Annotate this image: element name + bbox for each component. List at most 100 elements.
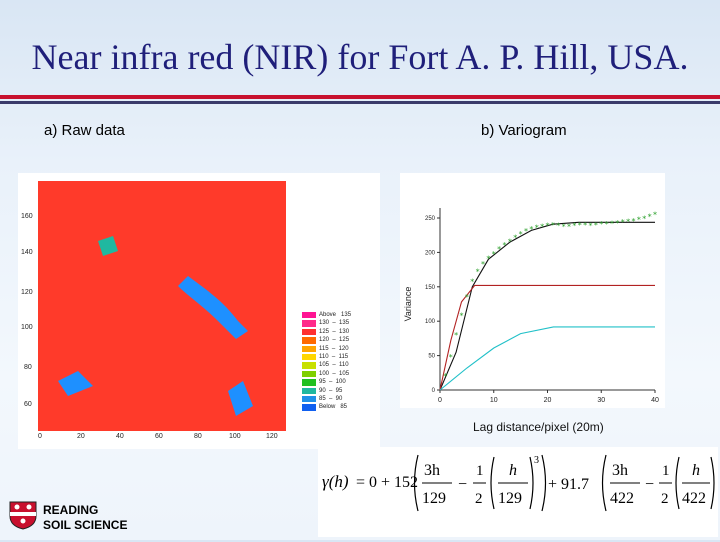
x-tick: 20 (77, 433, 85, 440)
y-axis-label: Variance (403, 287, 413, 322)
data-point: * (508, 237, 512, 246)
legend-row: 85 – 90 (300, 395, 376, 403)
data-point: * (567, 222, 571, 231)
legend-label: 120 – 125 (319, 337, 350, 344)
legend-swatch (302, 404, 316, 411)
y-tick-label: 100 (425, 319, 436, 325)
data-point: * (460, 312, 464, 321)
data-point: * (615, 219, 619, 228)
series-line (439, 221, 655, 391)
legend-swatch (302, 387, 316, 394)
x-tick-label: 0 (438, 397, 442, 404)
data-point: * (519, 230, 523, 239)
formula-h: h (509, 462, 517, 479)
data-point: * (486, 255, 490, 264)
x-tick: 100 (229, 433, 241, 440)
logo-line-1: READING (43, 503, 99, 517)
legend-label: 115 – 120 (319, 345, 349, 352)
x-tick-label: 30 (597, 397, 605, 404)
variogram-formula: γ(h) = 0 + 152 3h 129 − 1 2 h 129 3 + 91… (318, 447, 718, 537)
y-tick: 140 (21, 249, 33, 256)
y-tick-label: 0 (432, 388, 436, 394)
legend-swatch (302, 337, 316, 344)
legend-label: Above 135 (319, 312, 352, 318)
data-point: * (449, 353, 453, 362)
data-point: * (497, 245, 501, 254)
legend-row: 90 – 95 (300, 387, 376, 395)
y-tick: 120 (21, 289, 33, 296)
data-point: * (637, 215, 641, 224)
legend-row: 100 – 105 (300, 370, 376, 378)
formula-svg: γ(h) = 0 + 152 3h 129 − 1 2 h 129 3 + 91… (322, 454, 715, 512)
legend-label: 105 – 110 (319, 362, 349, 369)
formula-range1: 129 (422, 490, 446, 507)
variogram-chart: 0 10 20 30 40050100150200250Variance********… (403, 208, 659, 404)
variogram-label: b) Variogram (481, 122, 567, 139)
variogram-panel: 0 10 20 30 40 0 50 100 150 200 250 Variance * * * * * * * *… (400, 173, 665, 408)
university-crest-logo (8, 500, 38, 530)
legend-swatch (302, 396, 316, 403)
color-legend: Above 135 130 – 135 125 – 130 120 – 125 115 … (300, 311, 376, 421)
data-point: * (529, 225, 533, 234)
legend-row: 120 – 125 (300, 336, 376, 344)
y-tick-label: 150 (425, 285, 436, 291)
logo-line-2: SOIL SCIENCE (43, 518, 128, 532)
slide-title: Near infra red (NIR) for Fort A. P. Hill… (31, 37, 689, 77)
x-tick: 80 (194, 433, 202, 440)
y-tick: 160 (21, 213, 33, 220)
data-point: * (583, 221, 587, 230)
legend-row: 125 – 130 (300, 328, 376, 336)
logo-text: READING SOIL SCIENCE (43, 503, 127, 533)
data-point: * (524, 227, 528, 236)
data-point: * (626, 217, 630, 226)
x-tick: 0 (38, 433, 42, 440)
legend-row: Below 85 (300, 403, 376, 411)
data-point: * (443, 372, 447, 381)
formula-minus-2: − (645, 476, 654, 493)
legend-row: 130 – 135 (300, 319, 376, 327)
data-point: * (503, 241, 507, 250)
formula-plus: + 91.7 (548, 476, 589, 493)
y-tick: 80 (24, 364, 32, 371)
y-tick-label: 250 (425, 216, 436, 222)
title-divider-red (0, 95, 720, 99)
data-point: * (642, 215, 646, 224)
formula-two-2: 2 (661, 491, 669, 507)
data-point: * (546, 222, 550, 231)
formula-range2: 422 (610, 490, 634, 507)
raw-data-label: a) Raw data (44, 122, 125, 139)
legend-row: 95 – 100 (300, 378, 376, 386)
legend-swatch (302, 320, 316, 327)
x-tick-label: 40 (651, 397, 659, 404)
data-point: * (578, 221, 582, 230)
legend-label: 130 – 135 (319, 320, 350, 327)
legend-label: 90 – 95 (319, 387, 343, 394)
formula-two: 2 (475, 491, 483, 507)
formula-cube: 3 (534, 455, 539, 466)
formula-one-2: 1 (662, 463, 670, 479)
formula-3h: 3h (424, 462, 440, 479)
legend-swatch (302, 354, 316, 361)
data-point: * (599, 220, 603, 229)
data-point: * (589, 222, 593, 231)
data-point: * (476, 268, 480, 277)
data-point: * (621, 218, 625, 227)
legend-label: 100 – 105 (319, 370, 350, 377)
x-axis-label: Lag distance/pixel (20m) (473, 420, 604, 434)
formula-minus: − (458, 476, 467, 493)
legend-swatch (302, 379, 316, 386)
data-point: * (632, 217, 636, 226)
data-point: * (492, 250, 496, 259)
legend-row: Above 135 (300, 311, 376, 319)
legend-row: 110 – 115 (300, 353, 376, 361)
formula-eq: = 0 + 152 (356, 474, 418, 491)
data-point: * (465, 293, 469, 302)
y-tick: 100 (21, 324, 33, 331)
nir-raster-map (38, 181, 286, 431)
data-point: * (653, 211, 657, 220)
formula-h-2: h (692, 462, 700, 479)
y-tick-label: 200 (425, 250, 436, 256)
legend-label: 110 – 115 (319, 354, 349, 360)
formula-range2b: 422 (682, 490, 706, 507)
x-tick: 120 (266, 433, 278, 440)
